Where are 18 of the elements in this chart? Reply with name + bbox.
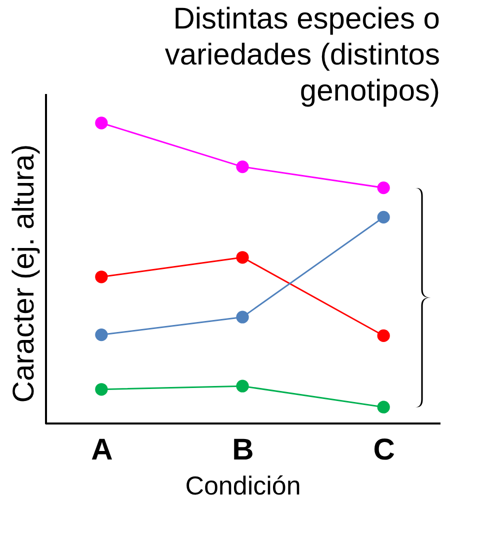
- x-tick-label: C: [373, 434, 395, 466]
- y-axis-title: Caracter (ej. altura): [8, 144, 40, 403]
- point: [236, 380, 249, 392]
- point: [236, 251, 249, 264]
- x-tick-label: B: [232, 434, 254, 466]
- point: [377, 210, 390, 224]
- x-tick-label: A: [91, 434, 113, 466]
- point: [377, 400, 390, 414]
- point: [377, 181, 390, 194]
- point: [95, 383, 108, 396]
- chart-title: Distintas especies o variedades (distintos genotipos): [164, 2, 440, 108]
- point: [95, 270, 108, 284]
- point: [377, 329, 390, 342]
- point: [236, 310, 249, 324]
- point: [95, 328, 108, 342]
- point: [95, 116, 108, 130]
- point: [236, 160, 249, 174]
- x-axis-title: Condición: [185, 470, 301, 500]
